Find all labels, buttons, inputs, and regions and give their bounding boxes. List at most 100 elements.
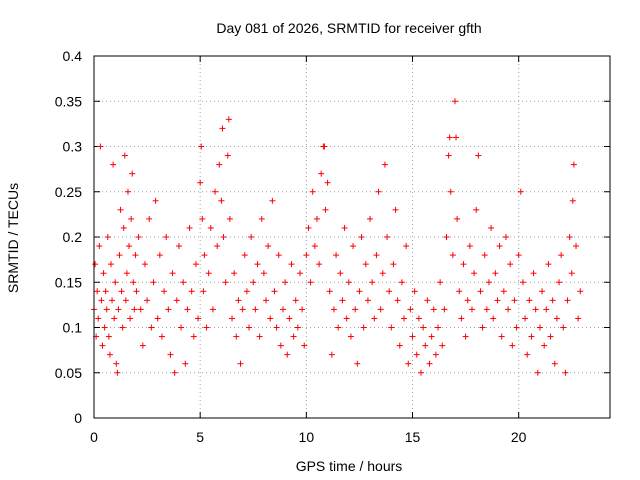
data-point bbox=[466, 243, 473, 250]
data-point bbox=[492, 270, 499, 277]
data-point bbox=[152, 197, 159, 204]
data-point bbox=[150, 279, 157, 286]
data-point bbox=[286, 315, 293, 322]
data-point bbox=[114, 369, 121, 376]
data-point bbox=[225, 116, 232, 123]
data-point bbox=[154, 315, 161, 322]
data-point bbox=[214, 243, 221, 250]
data-point bbox=[483, 306, 490, 313]
data-point bbox=[224, 152, 231, 159]
data-point bbox=[175, 243, 182, 250]
data-point bbox=[127, 315, 134, 322]
data-point bbox=[392, 206, 399, 213]
data-point bbox=[110, 161, 117, 168]
data-point bbox=[551, 360, 558, 367]
data-point bbox=[490, 315, 497, 322]
data-point bbox=[485, 279, 492, 286]
data-point bbox=[107, 261, 114, 268]
data-point bbox=[562, 369, 569, 376]
data-point bbox=[445, 152, 452, 159]
data-point bbox=[124, 188, 131, 195]
data-point bbox=[558, 252, 565, 259]
data-point bbox=[144, 297, 151, 304]
data-point bbox=[453, 134, 460, 141]
data-point bbox=[335, 324, 342, 331]
data-point bbox=[396, 342, 403, 349]
data-point bbox=[471, 270, 478, 277]
data-point bbox=[195, 315, 202, 322]
data-point bbox=[198, 143, 205, 150]
data-point bbox=[96, 243, 103, 250]
data-point bbox=[109, 297, 116, 304]
data-point bbox=[573, 243, 580, 250]
data-point bbox=[156, 252, 163, 259]
data-point bbox=[386, 288, 393, 295]
data-point bbox=[258, 215, 265, 222]
data-point bbox=[568, 270, 575, 277]
data-point bbox=[233, 333, 240, 340]
data-point bbox=[277, 342, 284, 349]
data-point bbox=[430, 306, 437, 313]
data-point bbox=[333, 252, 340, 259]
data-point bbox=[394, 297, 401, 304]
data-point bbox=[553, 315, 560, 322]
data-point bbox=[496, 243, 503, 250]
y-tick-label: 0 bbox=[74, 410, 82, 426]
data-point bbox=[201, 252, 208, 259]
data-point bbox=[112, 279, 119, 286]
data-point bbox=[92, 261, 99, 268]
data-point bbox=[121, 152, 128, 159]
data-point bbox=[222, 279, 229, 286]
data-point bbox=[449, 252, 456, 259]
data-point bbox=[103, 306, 110, 313]
data-point bbox=[347, 333, 354, 340]
data-point bbox=[98, 297, 105, 304]
data-point bbox=[173, 297, 180, 304]
data-point bbox=[123, 270, 130, 277]
y-tick-labels: 0 0.05 0.1 0.15 0.2 0.25 0.3 0.35 0.4 bbox=[55, 48, 82, 426]
data-point bbox=[341, 224, 348, 231]
data-point bbox=[132, 252, 139, 259]
data-point bbox=[313, 215, 320, 222]
data-point bbox=[536, 324, 543, 331]
x-tick-label: 5 bbox=[196, 429, 204, 445]
data-point bbox=[254, 261, 261, 268]
data-point bbox=[339, 297, 346, 304]
data-point bbox=[388, 324, 395, 331]
data-point bbox=[447, 188, 454, 195]
data-point bbox=[441, 306, 448, 313]
data-point bbox=[117, 206, 124, 213]
data-point bbox=[250, 279, 257, 286]
data-point bbox=[360, 324, 367, 331]
axis-ticks bbox=[93, 55, 610, 419]
data-point bbox=[324, 179, 331, 186]
data-point bbox=[481, 252, 488, 259]
x-tick-label: 15 bbox=[405, 429, 421, 445]
data-point bbox=[99, 342, 106, 349]
data-point bbox=[511, 297, 518, 304]
data-point bbox=[294, 324, 301, 331]
x-tick-labels: 0 5 10 15 20 bbox=[90, 429, 527, 445]
data-point bbox=[220, 234, 227, 240]
x-tick-label: 0 bbox=[90, 429, 98, 445]
data-point bbox=[167, 351, 174, 358]
data-point bbox=[473, 206, 480, 213]
data-point bbox=[182, 360, 189, 367]
data-point bbox=[377, 306, 384, 313]
data-point bbox=[403, 243, 410, 250]
data-point bbox=[200, 288, 207, 295]
data-point bbox=[226, 215, 233, 222]
data-point bbox=[203, 324, 210, 331]
data-point bbox=[528, 333, 535, 340]
data-point bbox=[120, 224, 127, 231]
data-point bbox=[243, 288, 250, 295]
data-point bbox=[321, 143, 328, 150]
data-point bbox=[139, 342, 146, 349]
data-point bbox=[415, 315, 422, 322]
data-point bbox=[570, 161, 577, 168]
data-point bbox=[367, 215, 374, 222]
data-point bbox=[477, 288, 484, 295]
data-point bbox=[547, 333, 554, 340]
data-point bbox=[371, 315, 378, 322]
